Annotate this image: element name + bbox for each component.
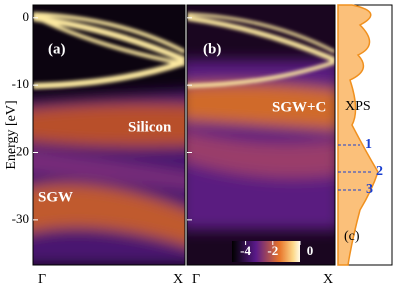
peak-lines — [338, 144, 372, 191]
x-tick-label: Γ — [192, 272, 200, 287]
x-tick-label: X — [323, 272, 333, 287]
frame-b — [186, 4, 336, 266]
colorbar-tick-label: -4 — [240, 243, 251, 258]
panel-label: (c) — [344, 229, 360, 244]
y-tick-label: -10 — [12, 76, 29, 91]
colorbar — [232, 241, 300, 262]
panel-label: (b) — [203, 41, 221, 57]
panel-a-map — [33, 5, 185, 265]
y-axis-label: Energy [eV] — [4, 100, 19, 169]
peak-label: 2 — [376, 164, 383, 179]
y-tick-label: -20 — [12, 143, 29, 158]
peak-label: 1 — [365, 137, 372, 152]
y-tick-label: -30 — [12, 211, 29, 226]
x-tick-label: Γ — [38, 272, 46, 287]
annotation: Silicon — [128, 119, 172, 135]
panel-b-map — [187, 5, 335, 265]
panel-label: (a) — [48, 41, 66, 57]
annotation: XPS — [345, 99, 371, 114]
frame-a — [32, 4, 186, 266]
colorbar-tick-label: -2 — [267, 243, 278, 258]
y-tick-label: 0 — [23, 9, 30, 24]
colorbar-tick-label: 0 — [307, 243, 314, 258]
annotation: SGW+C — [272, 99, 326, 115]
xps-curve — [337, 4, 379, 266]
peak-label: 3 — [366, 182, 373, 197]
x-tick-label: X — [173, 272, 183, 287]
annotation: SGW — [38, 189, 73, 205]
